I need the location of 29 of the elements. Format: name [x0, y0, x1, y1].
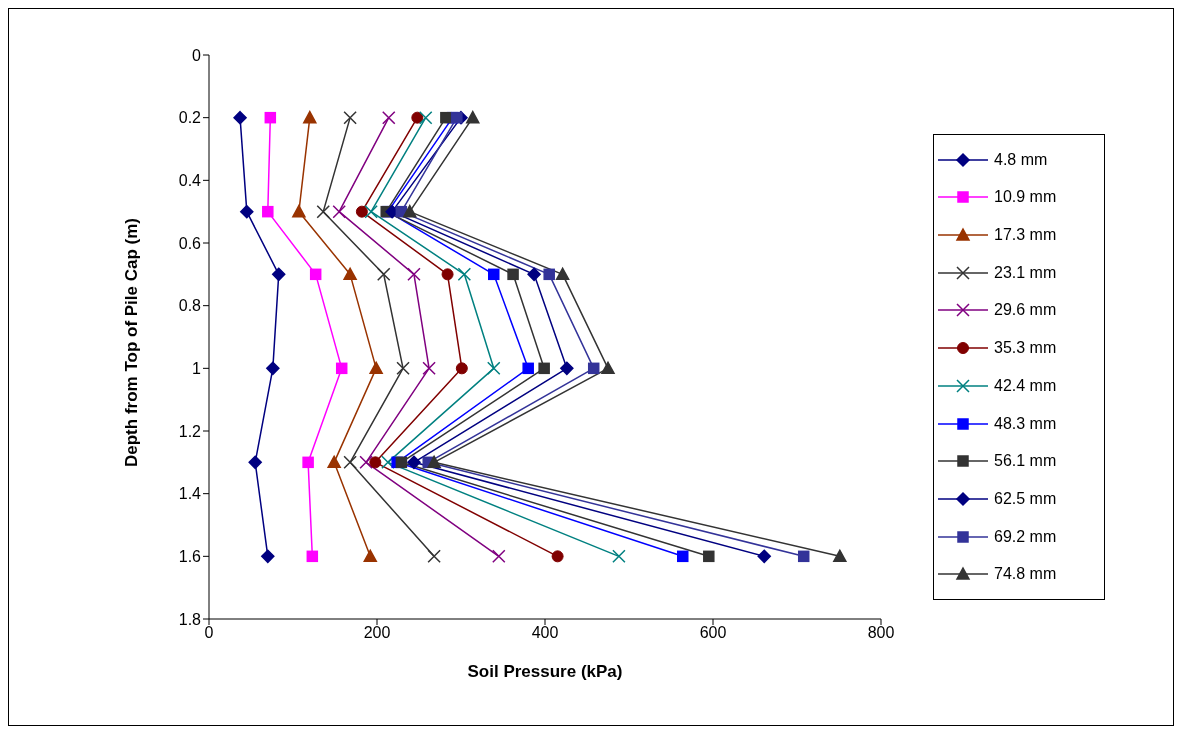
legend-label: 23.1 mm — [994, 263, 1057, 282]
x-tick-label: 200 — [363, 624, 391, 642]
y-tick-label: 1.6 — [178, 548, 202, 566]
x-axis-title: Soil Pressure (kPa) — [467, 662, 623, 681]
x-tick-label: 600 — [699, 624, 727, 642]
legend-label: 74.8 mm — [994, 565, 1057, 584]
y-tick-label: 1.4 — [178, 485, 202, 503]
legend-label: 29.6 mm — [994, 301, 1057, 320]
y-tick-label: 0.6 — [178, 234, 202, 252]
y-tick-label: 1.8 — [178, 610, 202, 628]
x-tick-label: 0 — [204, 624, 214, 642]
legend-label: 62.5 mm — [994, 489, 1057, 508]
x-tick-label: 800 — [867, 624, 895, 642]
y-tick-label: 0 — [192, 46, 202, 64]
legend-label: 10.9 mm — [994, 188, 1057, 207]
legend-label: 42.4 mm — [994, 376, 1057, 395]
y-axis-title: Depth from Top of Pile Cap (m) — [122, 217, 142, 467]
legend-label: 35.3 mm — [994, 339, 1057, 358]
y-tick-label: 0.4 — [178, 172, 202, 190]
y-tick-label: 1.2 — [178, 422, 202, 440]
legend-label: 17.3 mm — [994, 226, 1057, 245]
legend-label: 4.8 mm — [994, 150, 1048, 169]
y-tick-label: 1 — [192, 360, 202, 378]
y-tick-label: 0.2 — [178, 109, 202, 127]
legend-label: 48.3 mm — [994, 414, 1057, 433]
y-tick-label: 0.8 — [178, 297, 202, 315]
legend-label: 69.2 mm — [994, 527, 1057, 546]
x-tick-label: 400 — [531, 624, 559, 642]
legend-label: 56.1 mm — [994, 452, 1057, 471]
